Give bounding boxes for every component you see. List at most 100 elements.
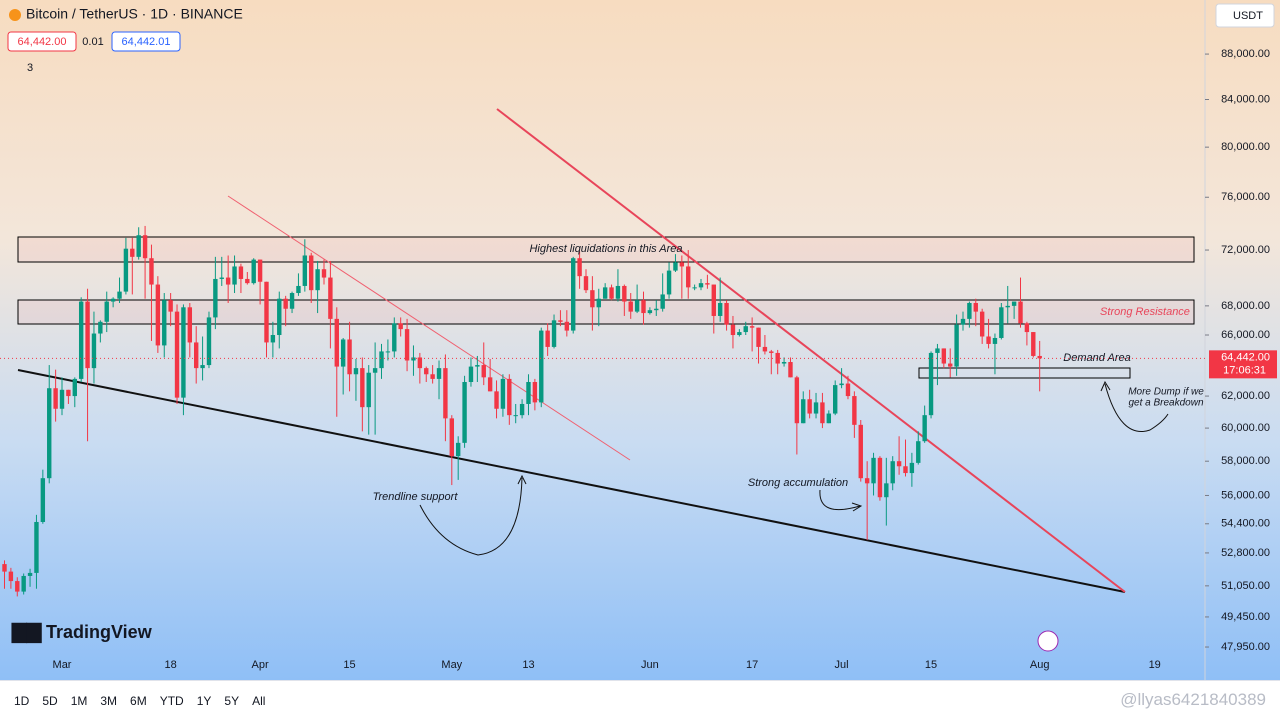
- candle-body: [903, 466, 908, 474]
- x-tick-label: 18: [165, 659, 177, 671]
- y-tick-label: 84,000.00: [1221, 93, 1270, 105]
- range[interactable]: 1M: [70, 693, 88, 708]
- candle-body: [526, 381, 531, 404]
- candle-body: [194, 342, 199, 369]
- annotation: Trendline support: [373, 491, 459, 503]
- candle-body: [264, 281, 269, 343]
- candle-body: [571, 258, 576, 331]
- range[interactable]: 3M: [100, 693, 118, 708]
- candle-body: [174, 311, 180, 398]
- candle-body: [884, 483, 889, 498]
- x-tick-label: Mar: [53, 659, 72, 671]
- candle-body: [507, 378, 512, 416]
- candle-body: [232, 266, 237, 285]
- y-tick-label: 60,000.00: [1221, 422, 1270, 434]
- candle-body: [475, 365, 480, 367]
- candle-body: [430, 374, 435, 379]
- x-tick-label: May: [441, 659, 462, 671]
- arrow: [819, 489, 861, 510]
- y-tick-label: 62,000.00: [1221, 390, 1270, 402]
- candle-body: [436, 368, 442, 379]
- candle-body: [551, 320, 557, 347]
- annotation: Highest liquidations in this Area: [529, 243, 682, 255]
- candle-body: [462, 381, 467, 443]
- candle-body: [864, 478, 870, 484]
- candle-body: [200, 365, 205, 369]
- spread: 0.01: [82, 36, 103, 48]
- candle-body: [564, 321, 570, 331]
- candle-body: [762, 346, 768, 352]
- candle-body: [730, 324, 736, 336]
- candle-body: [749, 326, 755, 328]
- candle-body: [1024, 323, 1030, 333]
- range[interactable]: 1Y: [196, 693, 212, 708]
- x-tick-label: 15: [925, 659, 937, 671]
- candle-body: [168, 300, 173, 312]
- arrow: [851, 502, 863, 512]
- candle-body: [737, 332, 742, 336]
- y-tick-label: 54,400.00: [1221, 518, 1270, 530]
- candle-body: [225, 277, 231, 285]
- candle-body: [8, 571, 14, 582]
- range[interactable]: YTD: [159, 693, 184, 708]
- candle-body: [948, 363, 953, 367]
- range[interactable]: 6M: [130, 693, 147, 708]
- x-tick-label: 13: [522, 659, 534, 671]
- candle-body: [15, 581, 20, 592]
- annotation: get a Breakdown: [1128, 398, 1203, 409]
- event-icon[interactable]: [1037, 630, 1059, 652]
- candle-body: [283, 298, 288, 309]
- candle-body: [967, 302, 972, 319]
- candle-body: [34, 521, 39, 573]
- candle-body: [877, 457, 883, 498]
- candle-body: [558, 320, 563, 322]
- candle-body: [513, 415, 518, 417]
- candle-body: [296, 285, 301, 294]
- range[interactable]: 1D: [14, 693, 30, 708]
- candle-body: [91, 333, 97, 369]
- candle-body: [104, 301, 109, 322]
- y-tick-label: 72,000.00: [1221, 244, 1270, 256]
- candle-body: [896, 461, 902, 467]
- candle-body: [257, 259, 263, 282]
- candle-body: [398, 323, 403, 330]
- coin-icon: [9, 9, 21, 21]
- y-tick-label: 58,000.00: [1221, 455, 1270, 467]
- candle-body: [328, 277, 333, 319]
- candle-body: [481, 365, 486, 378]
- y-tick-label: 51,050.00: [1221, 580, 1270, 592]
- chart: Highest liquidations in this Area Strong…: [0, 0, 1277, 680]
- range[interactable]: 5D: [42, 693, 58, 708]
- candle-body: [801, 399, 806, 424]
- range[interactable]: All: [252, 693, 266, 708]
- range[interactable]: 5Y: [224, 693, 240, 708]
- candle-body: [583, 276, 589, 291]
- candle-body: [590, 290, 595, 308]
- annotation: More Dump if we: [1128, 387, 1204, 398]
- candle-body: [21, 575, 26, 592]
- logo: ▇▇: [11, 622, 43, 644]
- arrow: [517, 474, 527, 485]
- candle-body: [321, 269, 327, 278]
- candle-body: [756, 327, 761, 347]
- currency-button[interactable]: [1215, 3, 1275, 28]
- candle-body: [788, 362, 793, 378]
- currency[interactable]: USDT: [1233, 10, 1263, 22]
- indicator-count[interactable]: 3: [27, 62, 33, 74]
- candle-body: [999, 307, 1004, 338]
- candle-body: [443, 368, 448, 419]
- candle-body: [992, 337, 998, 344]
- candle-body: [487, 377, 493, 392]
- candle-body: [634, 300, 640, 312]
- candle-body: [609, 287, 614, 299]
- y-tick-label: 80,000.00: [1221, 141, 1270, 153]
- y-tick-label: 56,000.00: [1221, 489, 1270, 501]
- candle-body: [1018, 301, 1023, 324]
- candle-body: [392, 323, 397, 352]
- toolbar: 1D 5D 1M 3M 6M YTD 1Y 5Y All @llyas64218…: [0, 680, 1280, 720]
- candle-body: [935, 348, 940, 353]
- y-tick-label: 68,000.00: [1221, 300, 1270, 312]
- logo-text: TradingView: [46, 622, 153, 642]
- candle-body: [72, 378, 77, 397]
- candle-body: [909, 462, 915, 474]
